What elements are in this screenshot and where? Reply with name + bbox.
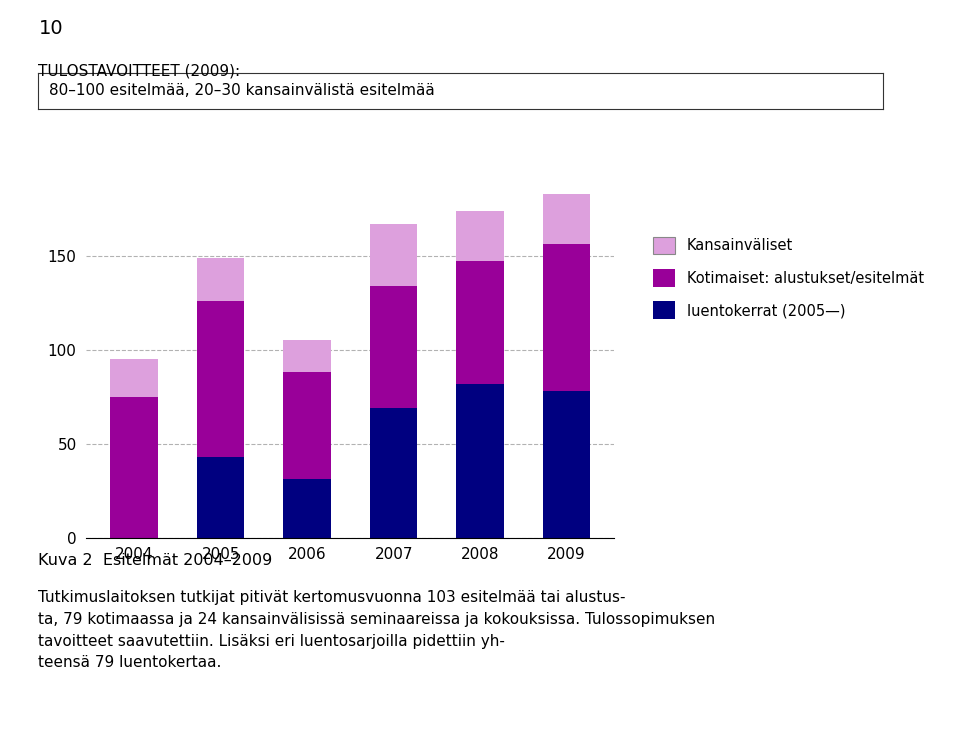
Bar [456, 384, 504, 538]
Bar [542, 244, 590, 391]
Bar [456, 262, 504, 384]
Bar [542, 194, 590, 244]
Bar [283, 372, 331, 480]
Bar [110, 397, 158, 538]
Text: 80–100 esitelmää, 20–30 kansainvälistä esitelmää: 80–100 esitelmää, 20–30 kansainvälistä e… [49, 83, 434, 99]
Bar [110, 359, 158, 397]
Bar [283, 340, 331, 372]
Text: Tutkimuslaitoksen tutkijat pitivät kertomusvuonna 103 esitelmää tai alustus-
ta,: Tutkimuslaitoksen tutkijat pitivät kerto… [38, 590, 715, 670]
Bar [197, 258, 245, 301]
Bar [370, 286, 418, 408]
Text: TULOSTAVOITTEET (2009):: TULOSTAVOITTEET (2009): [38, 64, 241, 79]
Bar [370, 224, 418, 286]
Bar [197, 457, 245, 538]
Bar [542, 391, 590, 538]
Bar [370, 408, 418, 538]
Text: Kuva 2  Esitelmät 2004–2009: Kuva 2 Esitelmät 2004–2009 [38, 553, 273, 568]
Bar [283, 480, 331, 538]
Bar [456, 211, 504, 262]
Legend: Kansainväliset, Kotimaiset: alustukset/esitelmät, luentokerrat (2005—): Kansainväliset, Kotimaiset: alustukset/e… [654, 237, 924, 319]
Text: 10: 10 [38, 19, 63, 38]
Bar [197, 301, 245, 457]
